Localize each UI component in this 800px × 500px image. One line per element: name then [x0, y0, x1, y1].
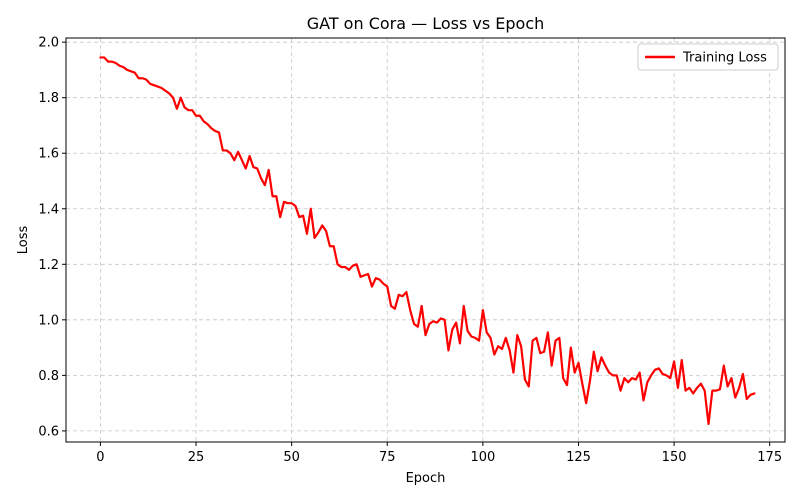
x-tick-label: 0	[96, 450, 104, 465]
legend-label-training-loss: Training Loss	[682, 51, 767, 66]
x-tick-label: 25	[188, 450, 205, 465]
y-tick-label: 1.6	[38, 147, 59, 162]
grid	[66, 38, 785, 442]
legend-box	[637, 43, 779, 71]
x-axis-label: Epoch	[406, 471, 446, 486]
x-tick-label: 100	[470, 450, 495, 465]
y-axis-label: Loss	[16, 226, 31, 255]
x-tick-label: 50	[283, 450, 300, 465]
y-axis-ticks: 0.6 0.8 1.0 1.2 1.4 1.6 1.8 2.0	[38, 36, 66, 439]
x-axis-ticks: 0 25 50 75 100 125 150 175	[96, 442, 782, 465]
x-tick-label: 150	[662, 450, 687, 465]
y-tick-label: 1.2	[38, 258, 59, 273]
series-line-training-loss	[99, 56, 756, 426]
x-tick-label: 175	[757, 450, 782, 465]
plot-frame	[65, 37, 786, 443]
y-tick-label: 0.6	[38, 424, 59, 439]
x-tick-label: 125	[566, 450, 591, 465]
y-tick-label: 1.0	[38, 313, 59, 328]
y-tick-label: 1.8	[38, 91, 59, 106]
y-tick-label: 1.4	[38, 202, 59, 217]
series-group	[99, 56, 756, 426]
legend: Training Loss	[637, 43, 779, 71]
chart-title: GAT on Cora — Loss vs Epoch	[307, 14, 545, 33]
x-tick-label: 75	[379, 450, 396, 465]
y-tick-label: 0.8	[38, 369, 59, 384]
y-tick-label: 2.0	[38, 36, 59, 51]
